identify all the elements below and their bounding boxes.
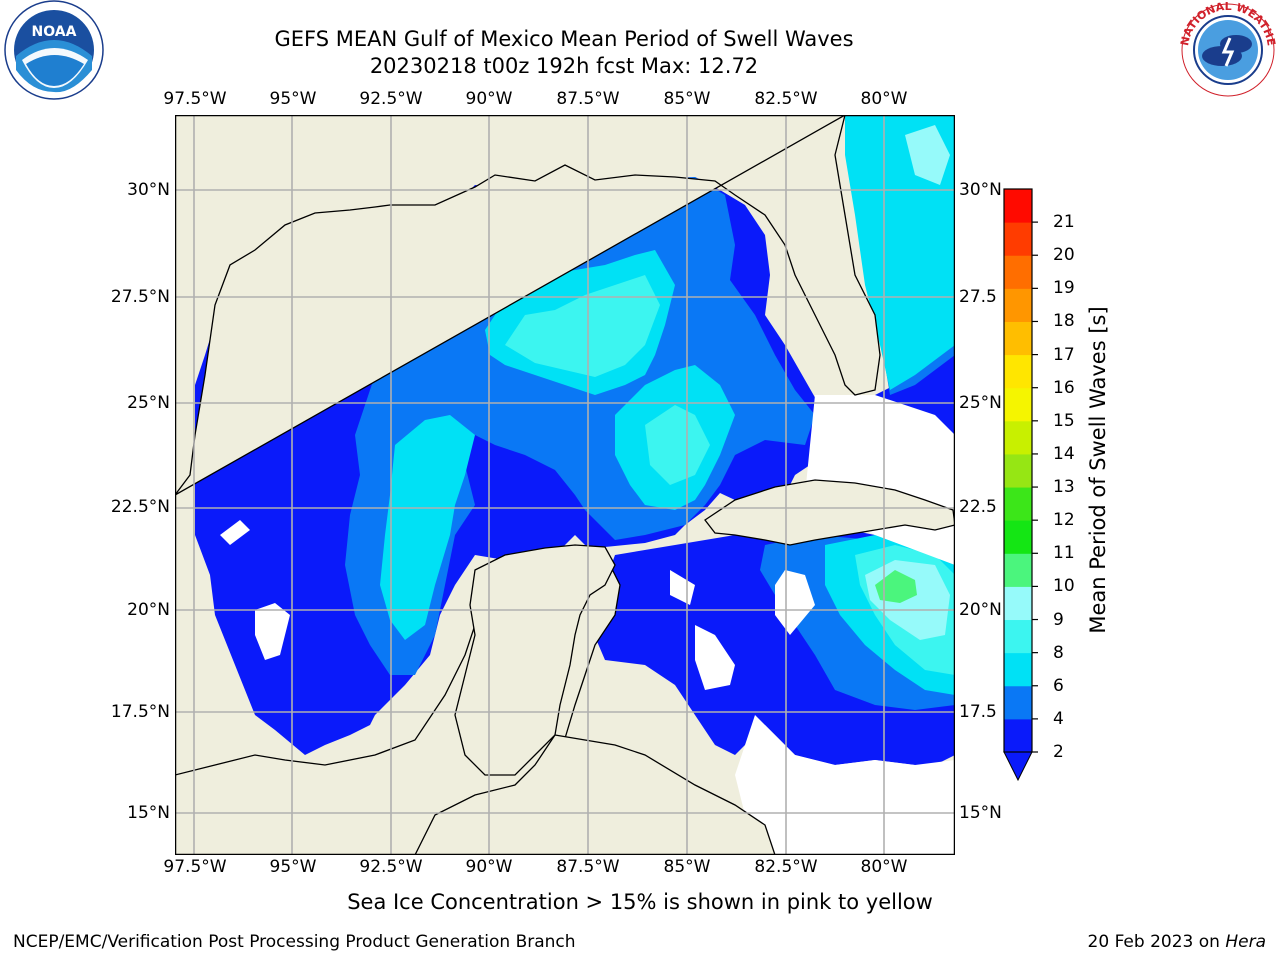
lon-label-top: 90°W	[465, 89, 513, 109]
colorbar-band	[1004, 586, 1032, 621]
lon-label-top: 92.5°W	[359, 89, 423, 109]
lat-label-right: 20°N	[959, 600, 1002, 620]
gulf-period-8-9	[505, 275, 660, 377]
map-frame	[175, 115, 955, 855]
colorbar-band	[1004, 420, 1032, 455]
colorbar-band	[1004, 718, 1032, 753]
colorbar-tick-label: 18	[1053, 311, 1075, 332]
chart-subtitle: 20230218 t00z 192h fcst Max: 12.72	[369, 54, 759, 78]
lat-label-right: 15°N	[959, 803, 1002, 823]
colorbar	[1003, 188, 1038, 782]
colorbar-tick-label: 12	[1053, 510, 1075, 531]
lat-label-left: 22.5°N	[110, 497, 170, 517]
lat-label-right: 22.5	[959, 497, 997, 517]
lat-label-left: 17.5°N	[110, 702, 170, 722]
lon-label-bottom: 97.5°W	[163, 857, 227, 877]
lat-label-left: 25°N	[127, 393, 170, 413]
gulf-map	[175, 115, 955, 855]
lon-label-bottom: 80°W	[860, 857, 908, 877]
colorbar-tick-label: 14	[1053, 443, 1075, 464]
colorbar-tick-label: 16	[1053, 377, 1075, 398]
lon-label-bottom: 90°W	[465, 857, 513, 877]
lat-label-right: 17.5	[959, 702, 997, 722]
colorbar-tick-label: 15	[1053, 410, 1075, 431]
lat-label-left: 20°N	[127, 600, 170, 620]
colorbar-band	[1004, 387, 1032, 422]
colorbar-band	[1004, 255, 1032, 289]
colorbar-tick-label: 21	[1053, 212, 1075, 233]
generated-date: 20 Feb 2023 on Hera	[1088, 932, 1266, 952]
colorbar-tick-label: 2	[1053, 742, 1064, 762]
colorbar-tick-label: 13	[1053, 477, 1075, 498]
colorbar-tick-label: 19	[1053, 278, 1075, 299]
colorbar-tick-label: 11	[1053, 543, 1075, 564]
gulf-period-6-8-c	[380, 415, 475, 640]
atlantic-period-6-8	[845, 115, 955, 390]
no-data-area	[220, 395, 955, 855]
lon-label-bottom: 82.5°W	[754, 857, 818, 877]
colorbar-tick-label: 17	[1053, 344, 1075, 365]
lat-label-right: 25°N	[959, 393, 1002, 413]
central-america	[414, 734, 776, 855]
atlantic-period-9-10	[905, 125, 950, 185]
colorbar-band	[1004, 453, 1032, 488]
lon-label-top: 95°W	[269, 89, 317, 109]
lon-label-bottom: 95°W	[269, 857, 317, 877]
colorbar-band	[1004, 652, 1032, 687]
colorbar-band	[1004, 189, 1032, 223]
colorbar-tick-label: 20	[1053, 245, 1075, 266]
colorbar-band	[1004, 487, 1032, 521]
svg-text:NOAA: NOAA	[32, 24, 77, 40]
chart-title: GEFS MEAN Gulf of Mexico Mean Period of …	[274, 27, 854, 51]
lat-label-right: 30°N	[959, 180, 1002, 200]
cuba-island	[704, 479, 955, 546]
yucatan-peninsula	[454, 544, 616, 776]
lon-label-top: 80°W	[860, 89, 908, 109]
host-name: Hera	[1225, 932, 1266, 952]
lon-label-top: 97.5°W	[163, 89, 227, 109]
colorbar-band	[1004, 520, 1032, 554]
colorbar-band	[1004, 354, 1032, 389]
lon-label-bottom: 87.5°W	[556, 857, 620, 877]
lon-label-top: 85°W	[663, 89, 711, 109]
lon-label-bottom: 92.5°W	[359, 857, 423, 877]
lat-label-right: 27.5	[959, 287, 997, 307]
colorbar-band	[1004, 321, 1032, 356]
colorbar-band	[1004, 685, 1032, 720]
colorbar-band	[1004, 553, 1032, 587]
generated-date-text: 20 Feb 2023 on	[1087, 932, 1226, 952]
caribbean-period-10-11	[875, 570, 917, 603]
colorbar-band	[1004, 288, 1032, 322]
sea-ice-note: Sea Ice Concentration > 15% is shown in …	[347, 890, 933, 914]
colorbar-band	[1004, 222, 1032, 256]
colorbar-title: Mean Period of Swell Waves [s]	[1086, 306, 1110, 634]
lon-label-top: 82.5°W	[754, 89, 818, 109]
lat-label-left: 27.5°N	[110, 287, 170, 307]
credits-text: NCEP/EMC/Verification Post Processing Pr…	[13, 932, 576, 952]
colorbar-frame	[1003, 188, 1033, 753]
colorbar-tick-label: 4	[1053, 708, 1064, 729]
lat-label-left: 30°N	[127, 180, 170, 200]
gulf-period-8-9-b	[645, 405, 710, 485]
colorbar-tick-label: 9	[1053, 609, 1064, 630]
noaa-logo: NOAA	[4, 0, 104, 100]
nws-logo: NATIONAL WEATHER SERVICE	[1176, 0, 1278, 97]
colorbar-extend-arrow	[1003, 751, 1033, 782]
lon-label-top: 87.5°W	[556, 89, 620, 109]
lon-label-bottom: 85°W	[663, 857, 711, 877]
colorbar-tick-label: 6	[1053, 675, 1064, 696]
lat-label-left: 15°N	[127, 803, 170, 823]
colorbar-tick-label: 10	[1053, 576, 1075, 597]
colorbar-tick-label: 8	[1053, 642, 1064, 663]
colorbar-band	[1004, 619, 1032, 654]
map-gridlines	[175, 115, 955, 855]
